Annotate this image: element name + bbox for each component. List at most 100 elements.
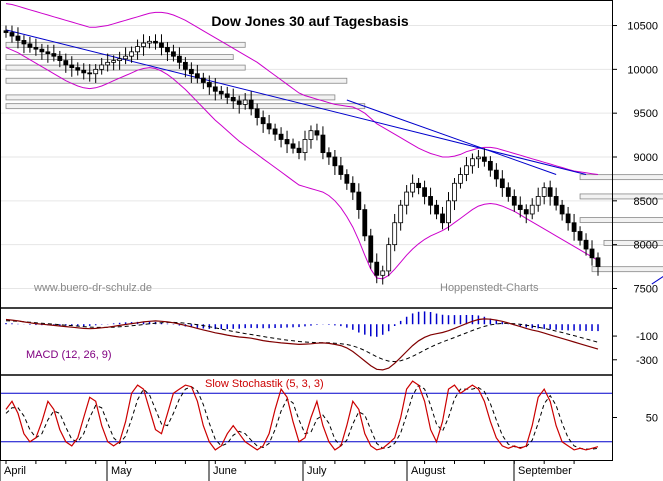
candle-body [308,130,314,140]
candle-body [356,191,362,210]
candle-body [141,42,146,47]
candle-body [589,248,595,259]
trend-down-2-line [346,99,557,176]
month-label: June [213,465,237,477]
candle-body [434,204,439,215]
watermark-left: www.buero-dr-schulz.de [33,282,152,294]
candle-body [446,200,451,224]
candle-body [559,204,565,215]
candle-body [296,147,302,154]
candle-body [422,187,427,197]
candle-body [332,156,338,167]
stochastic-tick-label: 50 [646,413,658,425]
price-tick-label: 9500 [634,108,658,120]
candle-body [374,261,380,276]
macd-title: MACD (12, 26, 9) [26,349,112,361]
month-label: April [4,465,26,477]
candle-body [476,156,481,160]
price-tick-label: 10500 [627,21,658,33]
candlesticks [3,25,601,285]
candle-body [188,68,194,75]
candle-body [595,257,601,267]
candle-body [15,35,21,41]
price-tick-label: 8500 [634,196,658,208]
candle-body [350,182,356,193]
candle-body [517,204,523,210]
macd-tick-label: -300 [636,355,658,367]
candle-body [338,165,344,175]
candle-body [254,108,260,118]
candle-body [93,68,99,75]
candle-body [428,196,433,206]
price-tick-label: 10000 [627,64,658,76]
candle-body [165,47,170,53]
candle-body [583,239,589,250]
macd-line [5,318,599,371]
trend-lines [5,29,663,285]
candle-body [129,51,134,57]
support-resistance-band [579,217,663,224]
candle-body [242,99,248,105]
candle-body [380,270,386,276]
candle-body [577,231,583,241]
support-resistance-band [5,77,348,84]
macd-tick-label: -100 [636,331,658,343]
price-tick-label: 8000 [634,240,658,252]
chart-frame [0,0,613,461]
candle-body [314,130,320,136]
candle-body [63,60,69,66]
candle-body [410,182,416,193]
candle-body [470,158,475,167]
candle-body [266,123,272,130]
candle-body [87,72,93,75]
bollinger-lower [5,46,599,280]
candle-body [290,143,296,149]
candle-body [404,191,410,206]
candle-body [51,53,57,57]
candle-body [27,43,33,48]
candle-body [111,60,117,63]
month-label: September [518,465,572,477]
candle-body [21,40,27,45]
month-label: August [411,465,445,477]
candle-body [547,187,553,197]
candle-body [260,117,266,125]
watermark-right: Hoppenstedt-Charts [440,282,539,294]
candle-body [39,48,45,53]
price-tick-label: 7500 [634,283,658,295]
support-resistance-band [579,193,663,200]
candle-body [511,196,517,206]
candle-body [440,213,445,224]
candle-body [362,209,368,237]
support-resistance-band [5,64,246,71]
stochastic-d-line [5,384,599,450]
candle-body [326,152,332,158]
candle-body [529,204,535,215]
candle-body [302,139,308,154]
candle-body [200,77,206,83]
candle-body [159,42,164,48]
candle-body [278,133,284,140]
candle-body [344,174,350,184]
candle-body [458,174,463,184]
candle-body [75,67,81,71]
candle-body [224,93,230,98]
candle-body [57,55,63,61]
candle-body [206,82,212,88]
candle-body [248,99,254,110]
candle-body [368,235,374,263]
candle-body [523,209,529,215]
candle-body [9,32,15,37]
chart-title: Dow Jones 30 auf Tagesbasis [211,13,409,29]
candle-body [464,165,469,175]
candle-body [284,139,290,145]
support-resistance-band [5,94,336,101]
candle-body [177,55,182,63]
candle-body [45,51,51,54]
candle-body [398,204,404,224]
candle-body [33,47,39,50]
bollinger-upper [5,3,599,175]
support-resistance-band [603,239,663,246]
candle-body [171,51,176,57]
